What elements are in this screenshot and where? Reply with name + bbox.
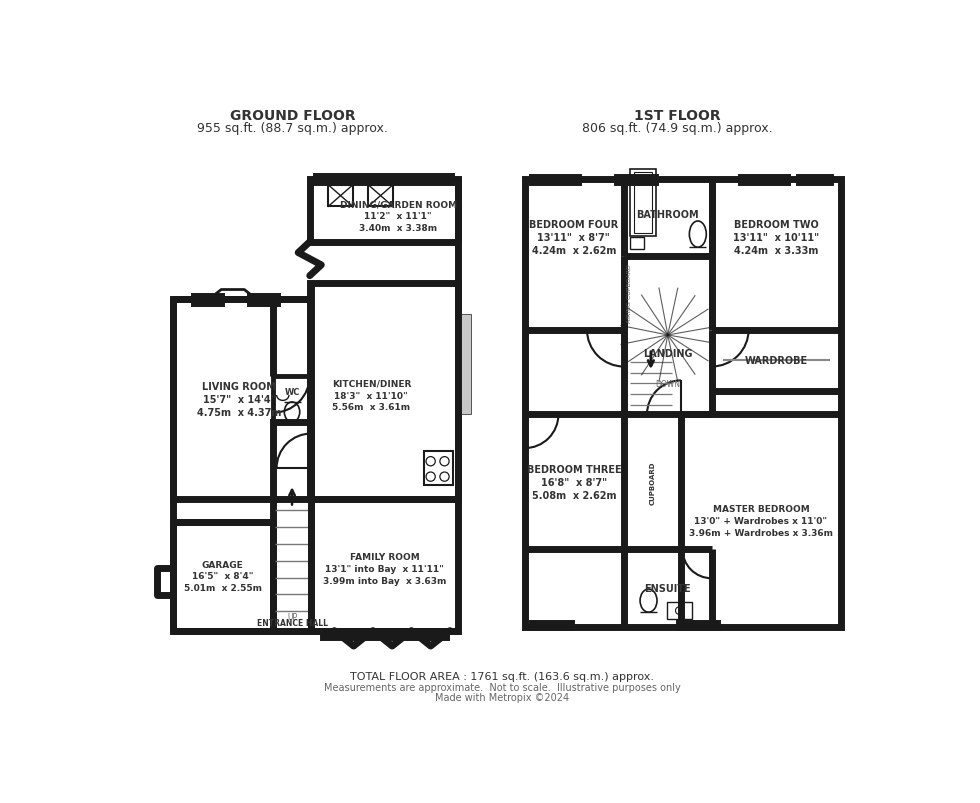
Bar	[322, 633, 446, 637]
Text: BEDROOM FOUR
13'11"  x 8'7"
4.24m  x 2.62m: BEDROOM FOUR 13'11" x 8'7" 4.24m x 2.62m	[529, 220, 618, 256]
Text: CUPBOARD: CUPBOARD	[650, 461, 656, 504]
Bar	[741, 178, 787, 183]
Bar	[423, 451, 453, 486]
Bar	[678, 623, 717, 627]
Text: 806 sq.ft. (74.9 sq.m.) approx.: 806 sq.ft. (74.9 sq.m.) approx.	[582, 122, 773, 135]
Text: TOTAL FLOOR AREA : 1761 sq.ft. (163.6 sq.m.) approx.: TOTAL FLOOR AREA : 1761 sq.ft. (163.6 sq…	[350, 671, 655, 681]
Bar	[172, 300, 310, 499]
Bar	[194, 297, 221, 304]
Bar	[532, 623, 570, 627]
Text: 955 sq.ft. (88.7 sq.m.) approx.: 955 sq.ft. (88.7 sq.m.) approx.	[197, 122, 388, 135]
Text: AIRING CUPBOARD: AIRING CUPBOARD	[627, 264, 632, 323]
Text: GROUND FLOOR: GROUND FLOOR	[230, 109, 356, 124]
Bar	[667, 602, 692, 619]
Text: Measurements are approximate.  Not to scale.  Illustrative purposes only: Measurements are approximate. Not to sca…	[323, 682, 681, 692]
Bar	[272, 377, 312, 422]
Text: LIVING ROOM
15'7"  x 14'4"
4.75m  x 4.37m: LIVING ROOM 15'7" x 14'4" 4.75m x 4.37m	[197, 381, 281, 418]
Bar	[250, 297, 276, 304]
Text: ENTRANCE HALL: ENTRANCE HALL	[257, 618, 327, 627]
Bar	[272, 422, 312, 631]
Text: 1ST FLOOR: 1ST FLOOR	[634, 109, 721, 124]
Bar	[524, 179, 841, 627]
Text: Made with Metropix ©2024: Made with Metropix ©2024	[435, 692, 569, 702]
Text: BEDROOM THREE
16'8"  x 8'7"
5.08m  x 2.62m: BEDROOM THREE 16'8" x 8'7" 5.08m x 2.62m	[526, 464, 621, 500]
Bar	[310, 179, 458, 243]
Text: DOWN: DOWN	[656, 380, 680, 389]
Text: KITCHEN/DINER
18'3"  x 11'10"
5.56m  x 3.61m: KITCHEN/DINER 18'3" x 11'10" 5.56m x 3.6…	[331, 379, 411, 412]
Text: BATHROOM: BATHROOM	[636, 210, 699, 220]
Bar	[458, 315, 471, 414]
Bar	[172, 523, 272, 631]
Bar	[532, 178, 578, 183]
Bar	[617, 178, 656, 183]
Bar	[316, 177, 452, 183]
Text: MASTER BEDROOM
13'0" + Wardrobes x 11'0"
3.96m + Wardrobes x 3.36m: MASTER BEDROOM 13'0" + Wardrobes x 11'0"…	[689, 504, 833, 537]
Text: DINING/GARDEN ROOM
11'2"  x 11'1"
3.40m  x 3.38m: DINING/GARDEN ROOM 11'2" x 11'1" 3.40m x…	[340, 200, 457, 233]
Text: FAMILY ROOM
13'1" into Bay  x 11'11"
3.99m into Bay  x 3.63m: FAMILY ROOM 13'1" into Bay x 11'11" 3.99…	[322, 552, 446, 585]
Text: GARAGE
16'5"  x 8'4"
5.01m  x 2.55m: GARAGE 16'5" x 8'4" 5.01m x 2.55m	[183, 560, 262, 593]
Text: ENSUITE: ENSUITE	[645, 584, 691, 593]
Text: LANDING: LANDING	[643, 349, 693, 358]
Bar	[634, 173, 653, 233]
Text: WC: WC	[284, 387, 300, 396]
Bar	[310, 284, 458, 499]
Text: WARDROBE: WARDROBE	[745, 356, 808, 366]
Bar	[630, 169, 657, 237]
Bar	[312, 499, 458, 631]
Bar	[328, 185, 353, 207]
Text: UP: UP	[287, 613, 297, 622]
Bar	[630, 238, 644, 251]
Bar	[368, 185, 393, 207]
Text: BEDROOM TWO
13'11"  x 10'11"
4.24m  x 3.33m: BEDROOM TWO 13'11" x 10'11" 4.24m x 3.33…	[733, 220, 819, 256]
Bar	[799, 178, 829, 183]
